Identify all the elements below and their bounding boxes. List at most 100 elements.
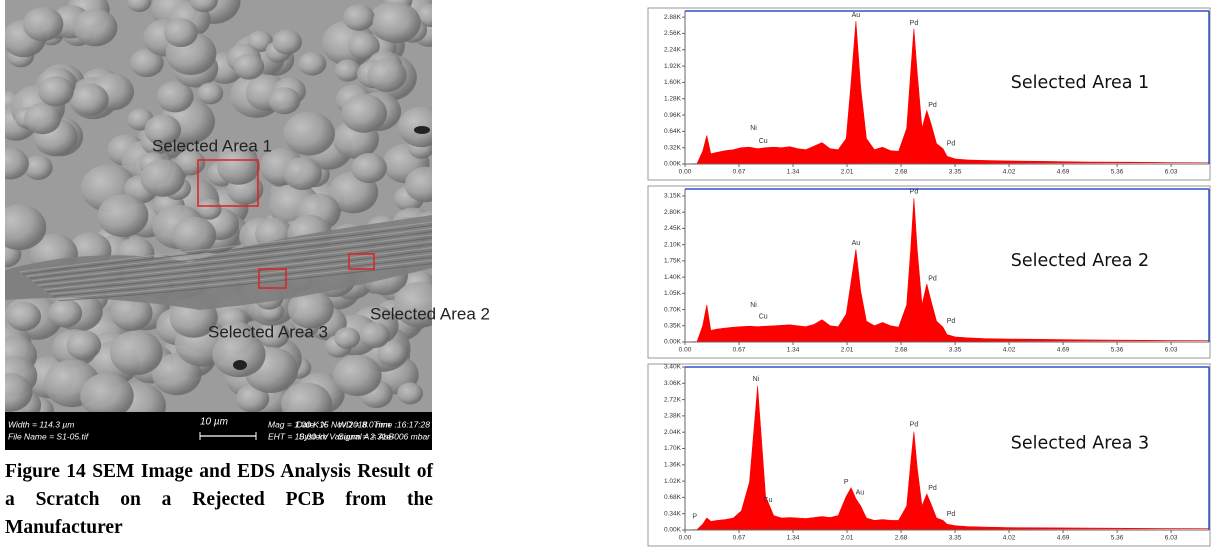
peak-label: Pd — [928, 485, 937, 492]
peak-label: Pd — [910, 20, 919, 27]
y-tick-label: 0.68K — [664, 494, 682, 501]
x-tick-label: 5.36 — [1111, 169, 1124, 176]
x-tick-label: 6.03 — [1165, 535, 1178, 542]
y-tick-label: 0.96K — [664, 112, 682, 119]
y-tick-label: 0.70K — [664, 306, 682, 313]
info-text: Date :15 Nov 2018 — [296, 419, 367, 429]
peak-label: Au — [852, 12, 861, 19]
eds-chart: 0.00K 0.32K 0.64K 0.96K 1.28K 1.60K 1.92K 2.24K… — [647, 7, 1211, 181]
peak-label: Au — [852, 240, 861, 247]
x-tick-label: 4.02 — [1003, 535, 1016, 542]
x-tick-label: 3.35 — [949, 535, 962, 542]
spectrum-area — [684, 198, 1210, 343]
peak-label: Cu — [759, 138, 768, 145]
area-label: Selected Area 1 — [152, 136, 272, 155]
x-tick-label: 2.68 — [895, 535, 908, 542]
y-tick-label: 2.88K — [664, 14, 682, 21]
x-tick-label: 2.01 — [841, 535, 854, 542]
y-tick-label: 2.10K — [664, 241, 682, 248]
peak-label: Pd — [928, 102, 937, 109]
peak-label: Pd — [910, 189, 919, 196]
y-tick-label: 3.06K — [664, 380, 682, 387]
y-tick-label: 1.02K — [664, 478, 682, 485]
y-tick-label: 2.24K — [664, 46, 682, 53]
eds-chart: 0.00K 0.35K 0.70K 1.05K 1.40K 1.75K 2.10K 2.45K… — [647, 185, 1211, 359]
chart-title: Selected Area 2 — [1011, 251, 1149, 271]
peak-label: Pd — [947, 511, 956, 518]
y-tick-label: 2.72K — [664, 396, 682, 403]
peak-label: P — [844, 479, 849, 486]
info-text: EHT = 10.00 kV — [268, 431, 330, 441]
y-tick-label: 3.15K — [664, 193, 682, 200]
area-label: Selected Area 3 — [208, 322, 328, 341]
x-tick-label: 5.36 — [1111, 347, 1124, 354]
x-tick-label: 1.34 — [787, 347, 800, 354]
x-tick-label: 6.03 — [1165, 169, 1178, 176]
x-tick-label: 1.34 — [787, 169, 800, 176]
y-tick-label: 0.64K — [664, 128, 682, 135]
x-tick-label: 2.01 — [841, 169, 854, 176]
y-tick-label: 2.56K — [664, 30, 682, 37]
x-tick-label: 4.69 — [1057, 535, 1070, 542]
y-tick-label: 1.60K — [664, 79, 682, 86]
x-tick-label: 0.67 — [733, 169, 746, 176]
info-text: WD = 8.0 mm — [338, 419, 390, 429]
x-tick-label: 6.03 — [1165, 347, 1178, 354]
x-tick-label: 4.02 — [1003, 347, 1016, 354]
peak-label: Ni — [753, 376, 760, 383]
x-tick-label: 0.67 — [733, 347, 746, 354]
y-tick-label: 0.35K — [664, 322, 682, 329]
y-tick-label: 2.04K — [664, 429, 682, 436]
info-text: 10 µm — [200, 417, 228, 428]
y-tick-label: 0.34K — [664, 510, 682, 517]
y-tick-label: 0.00K — [664, 339, 682, 346]
x-tick-label: 0.00 — [679, 169, 692, 176]
peak-label: Pd — [910, 421, 919, 428]
figure-caption: Figure 14 SEM Image and EDS Analysis Res… — [5, 461, 433, 538]
y-tick-label: 1.92K — [664, 63, 682, 70]
x-tick-label: 0.00 — [679, 347, 692, 354]
y-tick-label: 1.05K — [664, 290, 682, 297]
y-tick-label: 3.40K — [664, 364, 682, 371]
y-tick-label: 1.28K — [664, 95, 682, 102]
chart-title: Selected Area 1 — [1011, 73, 1149, 93]
info-text: Mag = 1.00 K X — [268, 419, 327, 429]
y-tick-label: 1.70K — [664, 445, 682, 452]
chart-title: Selected Area 3 — [1011, 434, 1149, 454]
x-tick-label: 4.69 — [1057, 347, 1070, 354]
x-tick-label: 2.01 — [841, 347, 854, 354]
y-tick-label: 0.32K — [664, 144, 682, 151]
peak-label: P — [692, 513, 697, 520]
x-tick-label: 2.68 — [895, 169, 908, 176]
peak-label: Pd — [947, 318, 956, 325]
info-text: File Name = S1-05.tif — [8, 431, 90, 441]
y-tick-label: 2.80K — [664, 209, 682, 216]
sem-overlay: Selected Area 1 Selected Area 2 Selected… — [5, 136, 490, 450]
peak-label: Cu — [759, 313, 768, 320]
peak-label: Au — [856, 489, 865, 496]
peak-label: Pd — [928, 275, 937, 282]
x-tick-label: 5.36 — [1111, 535, 1124, 542]
peak-label: Ni — [750, 125, 757, 132]
x-tick-label: 4.69 — [1057, 169, 1070, 176]
info-text: Time :16:17:28 — [373, 419, 430, 429]
area-label: Selected Area 2 — [370, 304, 490, 323]
x-tick-label: 4.02 — [1003, 169, 1016, 176]
eds-chart: 0.00K 0.34K 0.68K 1.02K 1.36K 1.70K 2.04K 2.38K… — [647, 363, 1211, 547]
spectrum-area — [684, 21, 1210, 165]
y-tick-label: 1.75K — [664, 258, 682, 265]
info-text: Width = 114.3 µm — [8, 419, 74, 429]
y-tick-label: 2.45K — [664, 225, 682, 232]
x-tick-label: 3.35 — [949, 347, 962, 354]
info-text: System Vacuum = 2.31e-006 mbar — [299, 431, 431, 441]
x-tick-label: 3.35 — [949, 169, 962, 176]
y-tick-label: 0.00K — [664, 527, 682, 534]
info-text: Signal A = AsB — [338, 431, 394, 441]
y-tick-label: 0.00K — [664, 161, 682, 168]
x-tick-label: 0.67 — [733, 535, 746, 542]
y-tick-label: 1.36K — [664, 462, 682, 469]
sem-image — [5, 0, 432, 412]
peak-label: Ni — [750, 302, 757, 309]
spectrum-area — [684, 386, 1210, 531]
